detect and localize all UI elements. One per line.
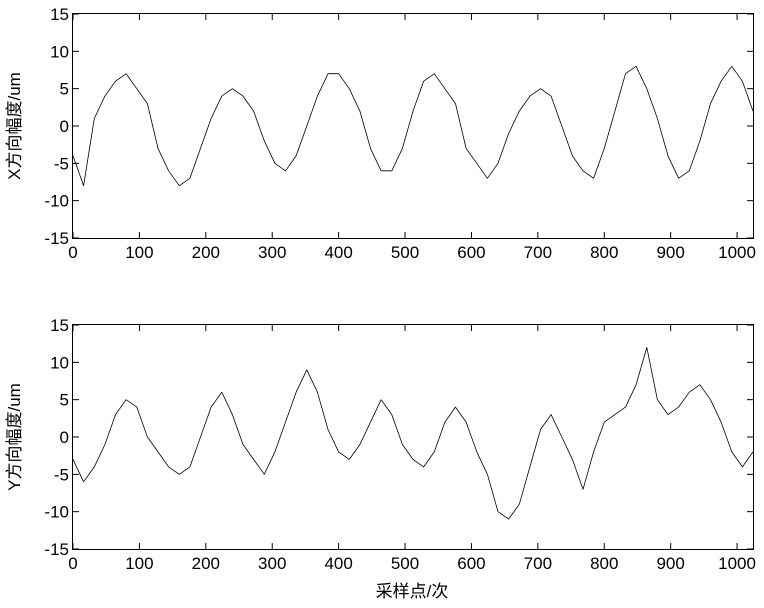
tick-label-group: 01002003004005006007008009001000-15-10-5… xyxy=(44,316,756,573)
x-tick-label: 300 xyxy=(258,243,286,262)
y-tick-label: -5 xyxy=(54,154,69,173)
x-tick-label: 1000 xyxy=(718,243,756,262)
x-tick-label: 400 xyxy=(324,554,352,573)
y-tick-label: -5 xyxy=(54,465,69,484)
y-tick-label: -10 xyxy=(44,503,69,522)
y-axis-label: Y方向幅度/um xyxy=(5,383,24,491)
x-tick-label: 200 xyxy=(192,243,220,262)
y-tick-label: -15 xyxy=(44,540,69,559)
y-amplitude-series-line xyxy=(73,347,753,519)
x-tick-label: 900 xyxy=(656,243,684,262)
x-tick-label: 500 xyxy=(391,243,419,262)
plot-frame xyxy=(73,325,754,550)
tick-group xyxy=(73,325,753,549)
y-amplitude-panel: 01002003004005006007008009001000-15-10-5… xyxy=(5,316,756,601)
tick-label-group: 01002003004005006007008009001000-15-10-5… xyxy=(44,5,756,262)
y-tick-label: 15 xyxy=(50,316,69,335)
x-tick-label: 800 xyxy=(590,554,618,573)
x-tick-label: 100 xyxy=(125,554,153,573)
x-tick-label: 600 xyxy=(457,243,485,262)
y-tick-label: -15 xyxy=(44,229,69,248)
y-axis-label: X方向幅度/um xyxy=(5,72,24,180)
y-tick-label: 15 xyxy=(50,5,69,24)
x-tick-label: 900 xyxy=(656,554,684,573)
y-tick-label: 5 xyxy=(60,80,69,99)
x-tick-label: 600 xyxy=(457,554,485,573)
plot-frame xyxy=(73,14,754,239)
x-tick-label: 800 xyxy=(590,243,618,262)
y-tick-label: 10 xyxy=(50,42,69,61)
tick-group xyxy=(73,14,753,238)
x-amplitude-panel: 01002003004005006007008009001000-15-10-5… xyxy=(5,5,756,262)
x-tick-label: 400 xyxy=(324,243,352,262)
x-amplitude-series-line xyxy=(73,66,753,185)
x-tick-label: 100 xyxy=(125,243,153,262)
x-tick-label: 300 xyxy=(258,554,286,573)
x-tick-label: 0 xyxy=(68,243,77,262)
x-tick-label: 200 xyxy=(192,554,220,573)
y-tick-label: 5 xyxy=(60,391,69,410)
x-axis-label: 采样点/次 xyxy=(376,582,449,601)
x-tick-label: 500 xyxy=(391,554,419,573)
x-tick-label: 0 xyxy=(68,554,77,573)
x-tick-label: 700 xyxy=(524,554,552,573)
y-tick-label: 0 xyxy=(60,117,69,136)
x-tick-label: 1000 xyxy=(718,554,756,573)
y-tick-label: 10 xyxy=(50,353,69,372)
y-tick-label: -10 xyxy=(44,192,69,211)
x-tick-label: 700 xyxy=(524,243,552,262)
y-tick-label: 0 xyxy=(60,428,69,447)
